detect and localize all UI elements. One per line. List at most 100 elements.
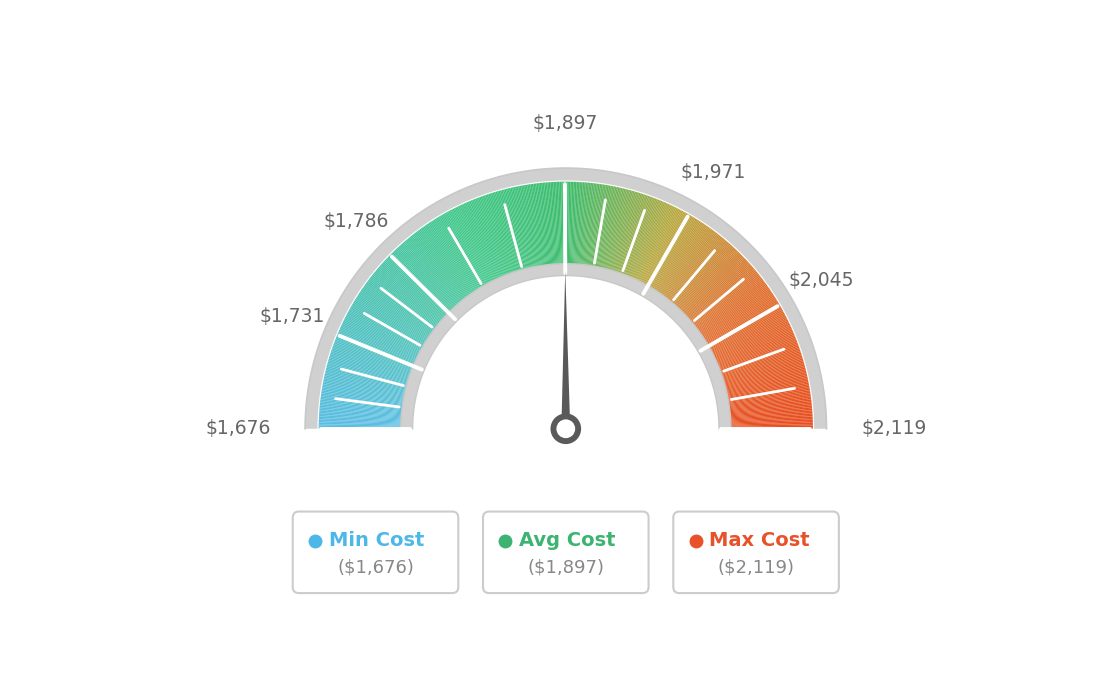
Wedge shape bbox=[327, 366, 417, 391]
Wedge shape bbox=[392, 252, 459, 319]
Wedge shape bbox=[570, 181, 574, 275]
Wedge shape bbox=[400, 244, 464, 315]
Wedge shape bbox=[332, 346, 422, 379]
Wedge shape bbox=[354, 299, 435, 349]
Wedge shape bbox=[359, 293, 438, 345]
Wedge shape bbox=[668, 244, 732, 315]
Wedge shape bbox=[583, 184, 595, 277]
Wedge shape bbox=[385, 259, 455, 324]
Wedge shape bbox=[396, 248, 461, 317]
Wedge shape bbox=[428, 223, 481, 302]
Wedge shape bbox=[378, 268, 449, 330]
Wedge shape bbox=[319, 418, 413, 423]
Wedge shape bbox=[715, 375, 807, 396]
Wedge shape bbox=[678, 261, 749, 325]
Wedge shape bbox=[705, 328, 792, 367]
Wedge shape bbox=[605, 190, 630, 281]
Wedge shape bbox=[420, 229, 476, 306]
Wedge shape bbox=[325, 372, 416, 395]
Wedge shape bbox=[322, 387, 415, 404]
Wedge shape bbox=[468, 201, 506, 288]
Wedge shape bbox=[305, 168, 827, 428]
FancyBboxPatch shape bbox=[673, 511, 839, 593]
Wedge shape bbox=[431, 221, 482, 300]
Wedge shape bbox=[351, 306, 433, 353]
Wedge shape bbox=[643, 215, 690, 297]
Wedge shape bbox=[655, 228, 711, 305]
Wedge shape bbox=[654, 226, 709, 304]
Wedge shape bbox=[709, 337, 796, 373]
Wedge shape bbox=[613, 193, 643, 283]
Wedge shape bbox=[638, 210, 683, 294]
Wedge shape bbox=[696, 297, 776, 348]
Wedge shape bbox=[672, 252, 740, 319]
Wedge shape bbox=[417, 230, 475, 306]
Wedge shape bbox=[708, 333, 795, 371]
Wedge shape bbox=[635, 208, 679, 293]
Wedge shape bbox=[321, 388, 415, 405]
Wedge shape bbox=[667, 244, 731, 315]
Wedge shape bbox=[646, 217, 696, 298]
Wedge shape bbox=[347, 314, 431, 358]
Wedge shape bbox=[364, 285, 442, 340]
Wedge shape bbox=[371, 276, 445, 335]
Wedge shape bbox=[619, 197, 654, 286]
Wedge shape bbox=[624, 200, 661, 288]
Wedge shape bbox=[443, 214, 490, 296]
Wedge shape bbox=[639, 213, 687, 295]
Wedge shape bbox=[474, 199, 509, 286]
Wedge shape bbox=[339, 331, 425, 369]
Wedge shape bbox=[459, 205, 500, 290]
Wedge shape bbox=[681, 266, 753, 329]
Wedge shape bbox=[331, 348, 421, 380]
Wedge shape bbox=[322, 386, 415, 403]
Wedge shape bbox=[460, 204, 501, 290]
Wedge shape bbox=[320, 402, 414, 413]
Wedge shape bbox=[711, 353, 802, 382]
Wedge shape bbox=[371, 275, 446, 334]
Wedge shape bbox=[325, 373, 416, 395]
Wedge shape bbox=[611, 193, 639, 282]
Wedge shape bbox=[719, 420, 813, 424]
Wedge shape bbox=[401, 264, 731, 428]
Wedge shape bbox=[686, 274, 760, 333]
Wedge shape bbox=[382, 263, 453, 327]
Wedge shape bbox=[636, 209, 681, 293]
Wedge shape bbox=[699, 307, 782, 354]
Wedge shape bbox=[716, 387, 809, 404]
Wedge shape bbox=[660, 233, 719, 308]
Wedge shape bbox=[667, 242, 730, 314]
Wedge shape bbox=[540, 183, 551, 277]
Wedge shape bbox=[458, 206, 500, 291]
Wedge shape bbox=[691, 287, 769, 342]
Wedge shape bbox=[348, 311, 431, 357]
Wedge shape bbox=[544, 182, 553, 276]
Wedge shape bbox=[393, 250, 459, 319]
Wedge shape bbox=[679, 262, 750, 326]
Wedge shape bbox=[355, 297, 436, 348]
Wedge shape bbox=[698, 303, 779, 352]
Wedge shape bbox=[404, 241, 466, 313]
Wedge shape bbox=[372, 274, 446, 333]
Wedge shape bbox=[622, 199, 657, 286]
Wedge shape bbox=[588, 184, 605, 277]
Wedge shape bbox=[444, 213, 491, 295]
Wedge shape bbox=[502, 190, 528, 281]
Wedge shape bbox=[649, 221, 702, 301]
Wedge shape bbox=[716, 382, 809, 401]
Wedge shape bbox=[513, 187, 534, 279]
Wedge shape bbox=[672, 250, 739, 319]
Wedge shape bbox=[623, 199, 660, 287]
Wedge shape bbox=[710, 345, 799, 377]
Wedge shape bbox=[527, 184, 543, 277]
Wedge shape bbox=[319, 427, 413, 428]
Wedge shape bbox=[577, 182, 586, 276]
Wedge shape bbox=[701, 311, 784, 357]
Wedge shape bbox=[406, 239, 467, 312]
Wedge shape bbox=[707, 329, 793, 368]
Wedge shape bbox=[454, 208, 497, 293]
Wedge shape bbox=[716, 381, 808, 400]
Wedge shape bbox=[331, 349, 421, 380]
Wedge shape bbox=[411, 235, 470, 310]
Wedge shape bbox=[587, 184, 603, 277]
